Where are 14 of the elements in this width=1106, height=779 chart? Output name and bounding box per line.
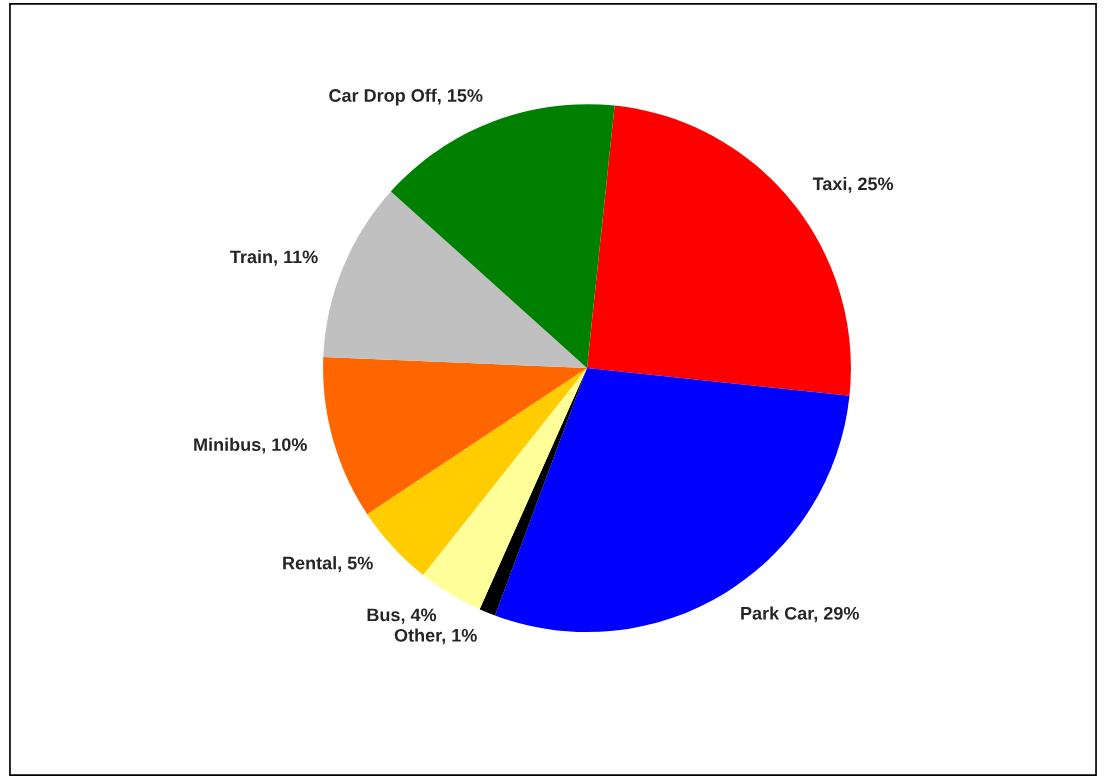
pie-slice bbox=[323, 357, 588, 515]
slice-label: Taxi, 25% bbox=[812, 176, 894, 193]
pie-slice bbox=[423, 368, 588, 610]
pie-slice bbox=[390, 104, 615, 369]
pie-slice bbox=[323, 191, 588, 369]
slice-label: Rental, 5% bbox=[283, 556, 373, 573]
slice-label: Car Drop Off, 15% bbox=[329, 88, 483, 106]
slice-label: Park Car, 29% bbox=[741, 606, 859, 623]
slice-label: Minibus, 10% bbox=[194, 437, 307, 454]
slice-label: Other, 1% bbox=[394, 628, 477, 645]
pie-slice bbox=[587, 105, 851, 396]
slice-label: Bus, 4% bbox=[367, 608, 437, 624]
slice-label: Train, 11% bbox=[230, 249, 318, 266]
pie-slice bbox=[479, 368, 588, 616]
